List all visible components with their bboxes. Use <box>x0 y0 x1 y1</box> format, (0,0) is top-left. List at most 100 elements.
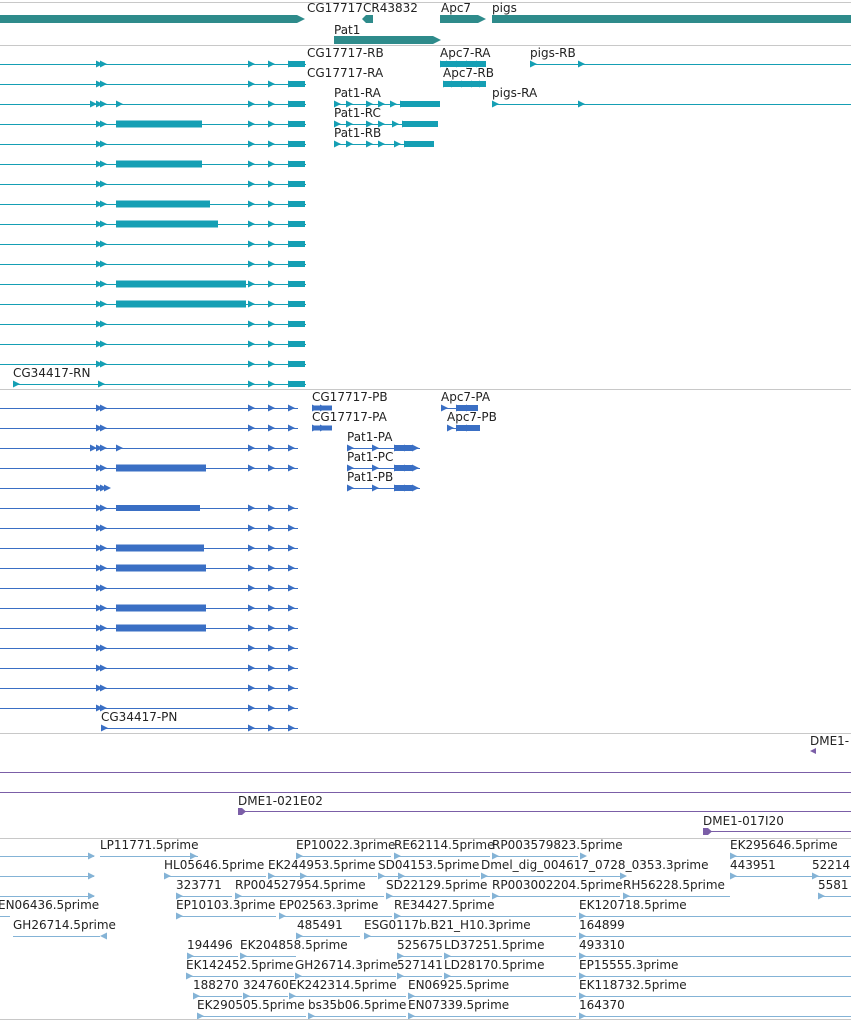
transcript-row-arrow <box>268 180 275 188</box>
protein-row-arrow <box>96 484 103 492</box>
protein-row-arrow <box>100 704 107 712</box>
protein-apc7-arrow <box>456 424 463 432</box>
est-label: EK295646.5prime <box>730 838 838 852</box>
transcript-pat1-arrow <box>378 120 385 128</box>
protein-rows[interactable] <box>0 404 480 732</box>
protein-pat1-arrow <box>404 464 411 472</box>
protein-pat1-exon <box>394 485 412 491</box>
transcript-row-arrow <box>96 160 103 168</box>
clone-glyph[interactable] <box>703 828 712 835</box>
gene-label-cg17717: CG17717 <box>307 1 363 15</box>
protein-row-exon <box>116 464 206 472</box>
transcript-row-arrow <box>268 60 275 68</box>
est-label: EN06436.5prime <box>0 898 99 912</box>
transcript-pat1-arrow <box>402 120 409 128</box>
protein-apc7-arrow <box>456 404 463 412</box>
protein-pat1-arrow <box>404 484 411 492</box>
protein-row-arrow <box>100 424 107 432</box>
transcript-pigs-arrow <box>578 100 585 108</box>
transcript-row-arrow <box>288 60 295 68</box>
est-arrow <box>730 872 737 880</box>
est-arrow <box>235 892 242 900</box>
protein-cg17717-arrow <box>320 404 327 412</box>
protein-pat1-arrow <box>347 444 354 452</box>
est-label: SD22129.5prime <box>386 878 487 892</box>
transcript-row-arrow <box>100 160 107 168</box>
gene-label-apc7: Apc7 <box>441 1 471 15</box>
transcript-row-arrow <box>268 240 275 248</box>
est-label: LD37251.5prime <box>444 938 545 952</box>
transcript-row-arrow <box>100 320 107 328</box>
est-label: 5581 <box>818 878 849 892</box>
transcript-row-arrow <box>100 100 107 108</box>
transcript-row-arrow <box>288 260 295 268</box>
transcript-pat1-arrow <box>390 100 397 108</box>
est-arrow <box>279 912 286 920</box>
transcript-pat1-arrow <box>334 100 341 108</box>
transcript-row-arrow <box>96 80 103 88</box>
transcript-label: CG34417-RN <box>13 366 91 380</box>
protein-row-arrow <box>288 444 295 452</box>
transcript-row-arrow <box>288 380 295 388</box>
protein-row-arrow <box>100 444 107 452</box>
est-arrow <box>579 932 586 940</box>
gene-glyph-cg17717[interactable] <box>0 15 305 23</box>
transcript-pat1-exon <box>402 121 438 127</box>
transcript-row-arrow <box>288 240 295 248</box>
transcript-pat1-arrow <box>366 140 373 148</box>
clone-glyph[interactable] <box>238 808 246 815</box>
transcript-row-arrow <box>248 140 255 148</box>
transcript-row-exon <box>289 81 305 87</box>
est-arrow <box>481 872 488 880</box>
gene-glyph-pigs[interactable] <box>492 15 851 23</box>
transcript-row-exon <box>289 281 305 287</box>
protein-row-arrow <box>104 484 111 492</box>
gene-glyph-apc7[interactable] <box>440 15 486 23</box>
protein-row-arrow <box>268 724 275 732</box>
protein-row-arrow <box>288 664 295 672</box>
protein-row-arrow <box>96 604 103 612</box>
transcript-row-arrow <box>96 260 103 268</box>
transcript-pat1-arrow <box>346 140 353 148</box>
transcript-row-arrow <box>100 140 107 148</box>
protein-apc7-arrow <box>466 404 473 412</box>
transcript-row-arrow <box>288 360 295 368</box>
transcript-row-arrow <box>100 360 107 368</box>
est-label: EN06925.5prime <box>408 978 509 992</box>
transcript-apc7-arrow <box>479 80 486 88</box>
transcript-row-arrow <box>268 300 275 308</box>
clone-glyph[interactable] <box>810 748 816 754</box>
est-rows[interactable] <box>0 852 851 1020</box>
gene-label-cr43832: CR43832 <box>363 1 418 15</box>
transcript-label: pigs-RA <box>492 86 538 100</box>
est-label: HL05646.5prime <box>164 858 264 872</box>
transcript-row-arrow <box>248 240 255 248</box>
protein-row-arrow <box>100 464 107 472</box>
est-arrow <box>197 1012 204 1020</box>
gene-glyph-cr43832[interactable] <box>362 15 373 23</box>
protein-row-arrow <box>268 524 275 532</box>
transcript-row-arrow <box>288 80 295 88</box>
protein-row-arrow <box>288 624 295 632</box>
est-label: EK242314.5prime <box>289 978 397 992</box>
transcript-row-arrow <box>98 380 105 388</box>
protein-row-arrow <box>248 524 255 532</box>
protein-row-arrow <box>288 724 295 732</box>
gene-glyph-pat1[interactable] <box>334 36 441 44</box>
transcript-rows[interactable] <box>0 60 851 388</box>
protein-pat1-arrow <box>394 464 401 472</box>
protein-label: Apc7-PB <box>447 410 497 424</box>
protein-row-arrow <box>100 684 107 692</box>
est-label: Dmel_dig_004617_0728_0353.3prime <box>481 858 709 872</box>
transcript-apc7-arrow <box>456 60 463 68</box>
transcript-row-exon <box>289 261 305 267</box>
est-arrow <box>295 972 302 980</box>
protein-row-arrow <box>248 644 255 652</box>
transcript-row-arrow <box>268 80 275 88</box>
protein-row-arrow <box>96 664 103 672</box>
transcript-pat1-arrow <box>392 120 399 128</box>
protein-row-arrow <box>248 564 255 572</box>
est-label: EP10022.3prime <box>296 838 395 852</box>
transcript-row-arrow <box>248 340 255 348</box>
protein-label: Pat1-PC <box>347 450 393 464</box>
